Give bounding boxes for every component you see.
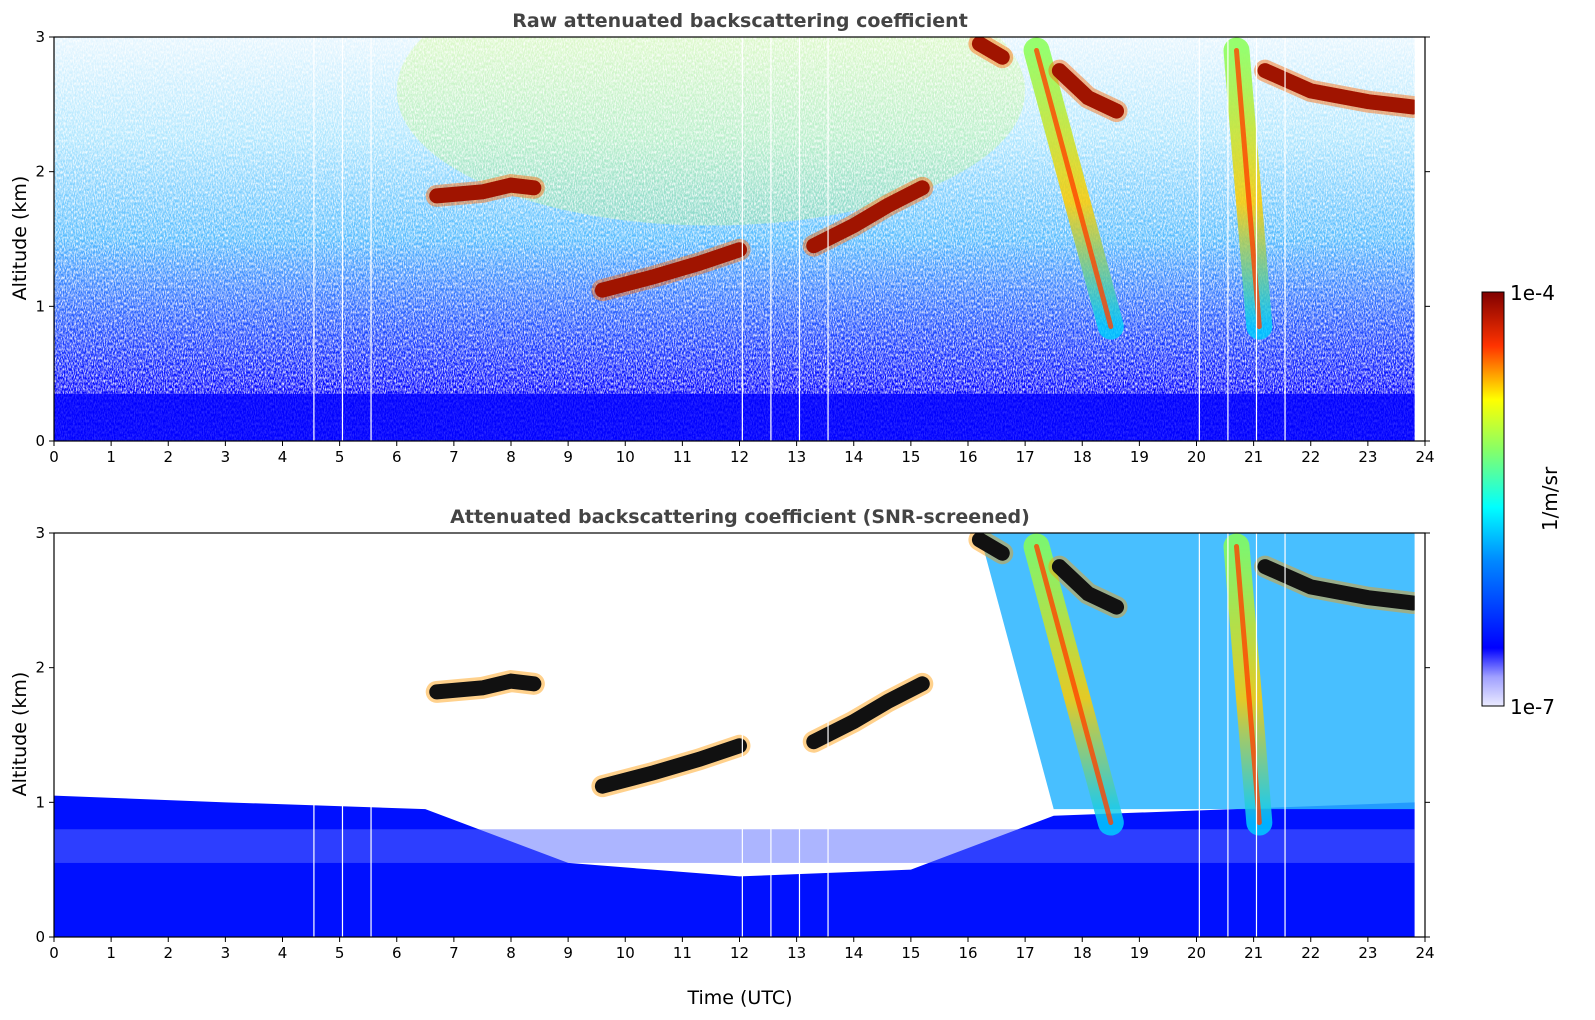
raw-backscatter-plot-area xyxy=(54,37,1425,441)
y-tick-label: 1 xyxy=(35,297,45,315)
x-tick-label: 6 xyxy=(392,448,402,466)
x-tick-label: 20 xyxy=(1187,944,1206,962)
colorbar: 1e-4 1e-7 1/m/sr xyxy=(1481,281,1562,719)
x-tick-label: 7 xyxy=(449,944,459,962)
panel-title: Raw attenuated backscattering coefficien… xyxy=(512,10,968,32)
snr-screened-panel: Attenuated backscattering coefficient (S… xyxy=(9,506,1435,1009)
x-tick-label: 13 xyxy=(787,944,806,962)
raw-backscatter-panel: Raw attenuated backscattering coefficien… xyxy=(9,10,1435,466)
cloud-layer xyxy=(1257,559,1422,611)
x-tick-label: 0 xyxy=(49,448,59,466)
x-tick-label: 11 xyxy=(673,944,692,962)
panel-title: Attenuated backscattering coefficient (S… xyxy=(450,506,1030,528)
x-tick-label: 19 xyxy=(1130,944,1149,962)
fall-streak-core xyxy=(1233,543,1262,826)
x-axis-label: Time (UTC) xyxy=(686,987,792,1009)
x-tick-label: 16 xyxy=(958,448,977,466)
x-tick-label: 9 xyxy=(563,448,573,466)
x-tick-label: 8 xyxy=(506,448,516,466)
x-tick-label: 16 xyxy=(958,944,977,962)
surface-layer xyxy=(54,393,1415,441)
x-tick-label: 21 xyxy=(1244,448,1263,466)
plot-content xyxy=(54,533,1425,937)
x-tick-label: 18 xyxy=(1073,448,1092,466)
snr-screened-plot-area xyxy=(54,533,1425,937)
colorbar-max-label: 1e-4 xyxy=(1510,281,1555,305)
colorbar-unit-label: 1/m/sr xyxy=(1538,466,1562,531)
fall-streak-core xyxy=(1034,543,1114,826)
cloud-layer xyxy=(429,673,542,700)
y-tick-label: 1 xyxy=(35,793,45,811)
x-tick-label: 5 xyxy=(335,448,345,466)
colorbar-min-label: 1e-7 xyxy=(1510,695,1555,719)
x-tick-label: 12 xyxy=(730,448,749,466)
x-tick-label: 23 xyxy=(1358,448,1377,466)
x-tick-label: 22 xyxy=(1301,944,1320,962)
y-tick-label: 2 xyxy=(35,163,45,181)
x-tick-label: 3 xyxy=(221,448,231,466)
x-tick-label: 21 xyxy=(1244,944,1263,962)
x-tick-label: 11 xyxy=(673,448,692,466)
x-tick-label: 2 xyxy=(163,944,173,962)
x-tick-label: 7 xyxy=(449,448,459,466)
cloud-layer xyxy=(806,676,930,750)
x-tick-label: 14 xyxy=(844,448,863,466)
x-tick-label: 6 xyxy=(392,944,402,962)
cloud-layer xyxy=(594,738,747,794)
y-tick-label: 0 xyxy=(35,432,45,450)
x-tick-label: 18 xyxy=(1073,944,1092,962)
x-tick-label: 0 xyxy=(49,944,59,962)
y-axis-label: Altitude (km) xyxy=(9,176,31,301)
cloud-layer xyxy=(1257,63,1422,115)
fall-streak-core xyxy=(1034,47,1114,330)
y-axis-label: Altitude (km) xyxy=(9,672,31,797)
x-tick-label: 14 xyxy=(844,944,863,962)
no-data-region xyxy=(1414,533,1425,937)
x-tick-label: 23 xyxy=(1358,944,1377,962)
residual-layer-band xyxy=(54,829,1415,863)
x-tick-label: 10 xyxy=(616,448,635,466)
cloud-layer xyxy=(806,180,930,254)
x-tick-label: 4 xyxy=(278,944,288,962)
x-tick-label: 5 xyxy=(335,944,345,962)
x-tick-label: 1 xyxy=(106,944,116,962)
cloud-layer xyxy=(971,37,1010,65)
y-tick-label: 3 xyxy=(35,524,45,542)
x-tick-label: 20 xyxy=(1187,448,1206,466)
x-tick-label: 17 xyxy=(1016,944,1035,962)
x-tick-label: 24 xyxy=(1415,944,1434,962)
x-tick-label: 19 xyxy=(1130,448,1149,466)
x-tick-label: 12 xyxy=(730,944,749,962)
y-tick-label: 2 xyxy=(35,659,45,677)
x-tick-label: 15 xyxy=(901,944,920,962)
fall-streak-core xyxy=(1233,47,1262,330)
x-tick-label: 17 xyxy=(1016,448,1035,466)
y-tick-label: 0 xyxy=(35,928,45,946)
x-tick-label: 3 xyxy=(221,944,231,962)
cloud-layer xyxy=(971,533,1010,561)
x-tick-label: 8 xyxy=(506,944,516,962)
cloud-layer xyxy=(594,242,747,298)
x-tick-label: 22 xyxy=(1301,448,1320,466)
x-tick-label: 2 xyxy=(163,448,173,466)
x-tick-label: 15 xyxy=(901,448,920,466)
x-tick-label: 9 xyxy=(563,944,573,962)
no-data-region xyxy=(1414,37,1425,441)
raw-backscatter-axes: 0 1 2 3 4 5 6 7 8 9 10 11 12 13 14 15 16 17 18 19 20 21 22 23 24… xyxy=(35,28,1434,466)
y-tick-label: 3 xyxy=(35,28,45,46)
plot-content xyxy=(54,37,1425,441)
colorbar-gradient xyxy=(1481,291,1505,707)
x-tick-label: 10 xyxy=(616,944,635,962)
signal-noise xyxy=(54,37,1415,441)
cloud-layer xyxy=(1051,559,1125,615)
cloud-layer xyxy=(1051,63,1125,119)
x-tick-label: 24 xyxy=(1415,448,1434,466)
x-tick-label: 1 xyxy=(106,448,116,466)
x-tick-label: 13 xyxy=(787,448,806,466)
cloud-layer xyxy=(429,177,542,204)
snr-screened-axes: 0 1 2 3 4 5 6 7 8 9 10 11 12 13 14 15 16 17 18 19 20 21 22 23 24… xyxy=(35,524,1434,962)
x-tick-label: 4 xyxy=(278,448,288,466)
